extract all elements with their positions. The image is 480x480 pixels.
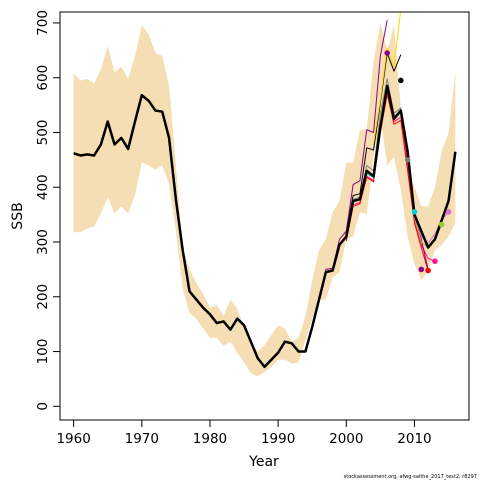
series-layer — [73, 12, 457, 369]
x-tick-label-0: 1960 — [56, 431, 90, 447]
y-tick-label-5: 500 — [35, 120, 51, 146]
series-line-3 — [373, 12, 402, 144]
y-tick-label-0: 0 — [35, 402, 51, 411]
y-tick-label-2: 200 — [35, 284, 51, 310]
x-tick-label-1: 1970 — [125, 431, 159, 447]
y-tick-label-6: 600 — [35, 65, 51, 91]
confidence-band — [73, 22, 456, 377]
series-line-2 — [345, 52, 402, 234]
y-tick-label-3: 300 — [35, 229, 51, 255]
endpoint-2 — [404, 157, 411, 163]
y-tick-label-7: 700 — [35, 10, 51, 36]
y-axis: 0 100 200 300 400 500 600 700 — [35, 10, 61, 411]
series-line-0 — [73, 84, 457, 369]
series-line-7 — [345, 93, 429, 271]
x-tick-label-2: 1980 — [193, 431, 227, 447]
endpoint-7 — [438, 221, 445, 228]
credit-text: stockassessment.org, afwg-saithe_2017_te… — [344, 474, 477, 480]
endpoint-layer — [384, 50, 452, 274]
endpoint-3 — [411, 209, 418, 215]
x-axis: 1960 1970 1980 1990 2000 2010 — [56, 419, 432, 447]
series-line-4 — [345, 78, 409, 236]
endpoint-1 — [398, 77, 404, 84]
endpoint-6 — [432, 258, 438, 264]
confidence-band-layer — [73, 22, 456, 377]
endpoint-4 — [418, 266, 425, 273]
endpoint-8 — [445, 209, 452, 215]
x-tick-label-4: 2000 — [329, 431, 363, 447]
x-axis-title: Year — [248, 454, 279, 470]
endpoint-5 — [425, 267, 431, 274]
y-tick-label-1: 100 — [35, 339, 51, 365]
x-tick-label-3: 1990 — [261, 431, 295, 447]
y-tick-label-4: 400 — [35, 174, 51, 200]
y-axis-title: SSB — [10, 202, 26, 229]
endpoint-0 — [384, 50, 391, 56]
x-tick-label-5: 2010 — [397, 431, 431, 447]
